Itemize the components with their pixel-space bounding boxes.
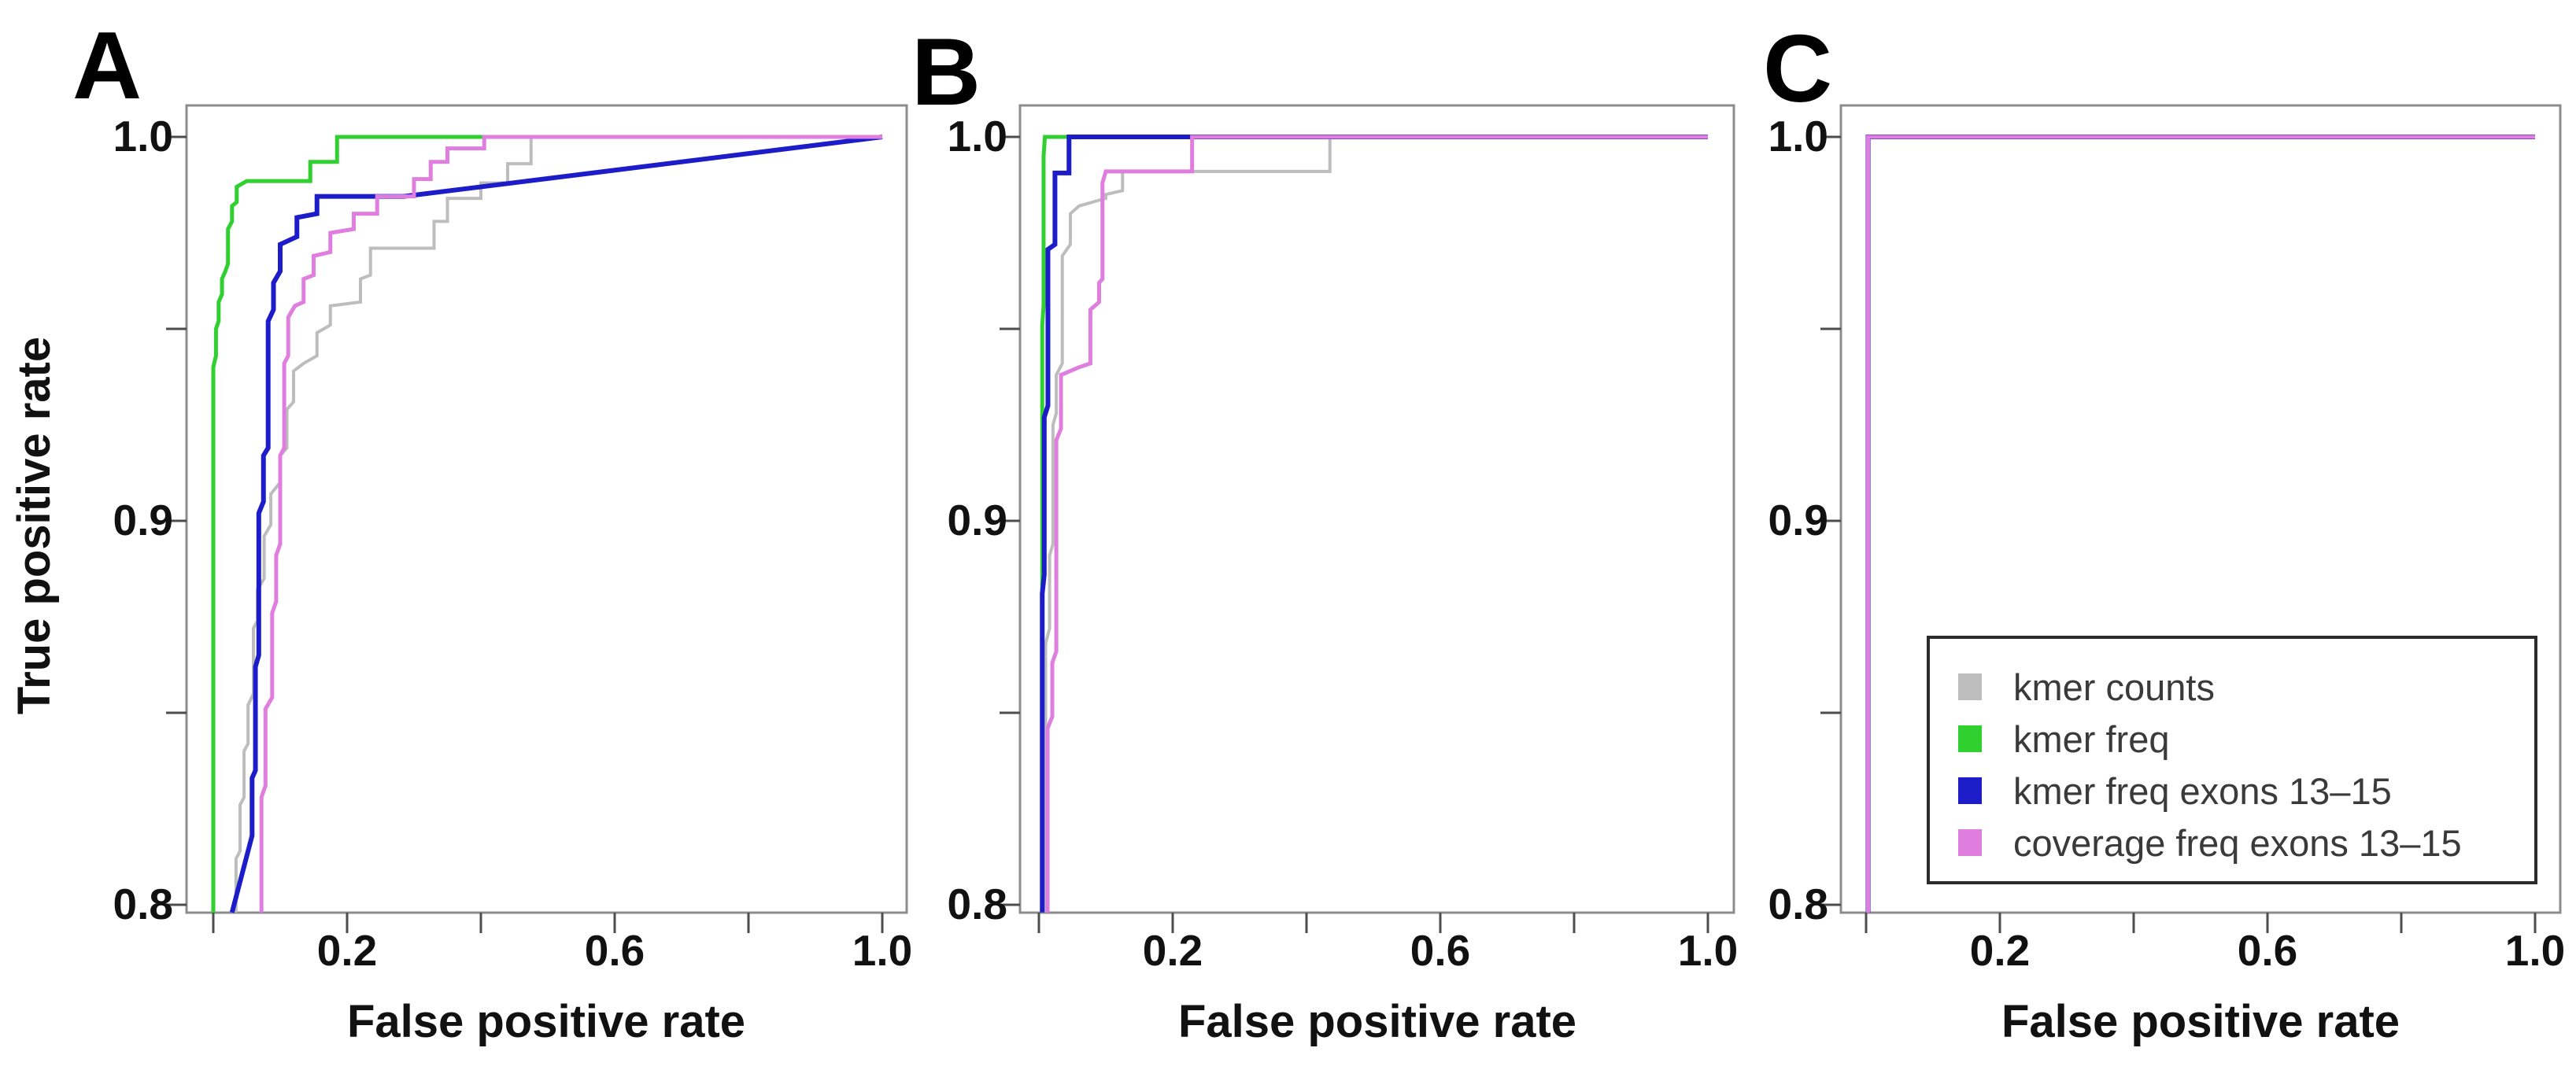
panel-c-xtick-1.0: 1.0 [2504, 926, 2566, 975]
legend-swatch-kmer-freq-exons [1958, 777, 1982, 804]
panel-a-xtick-0.2: 0.2 [316, 926, 378, 975]
panel-a-xtick-0.6: 0.6 [584, 926, 645, 975]
panel-a-xtick-1.0: 1.0 [852, 926, 913, 975]
legend-swatch-kmer-freq [1958, 725, 1982, 752]
y-axis-title: True positive rate [9, 336, 60, 715]
legend-item-kmer-freq: kmer freq [1958, 713, 2534, 765]
legend-label: kmer freq exons 13–15 [2013, 769, 2392, 812]
panel-a-ytick-1.0: 1.0 [113, 112, 173, 160]
legend-label: kmer freq [2013, 718, 2170, 760]
legend-label: coverage freq exons 13–15 [2013, 821, 2462, 864]
panel-c-letter: C [1763, 15, 1833, 122]
panel-b-letter: B [911, 18, 981, 125]
panel-a-ytick-0.8: 0.8 [113, 880, 173, 928]
panel-c-x-axis-title: False positive rate [2001, 996, 2400, 1047]
panel-a-x-axis-title: False positive rate [346, 996, 746, 1047]
panel-b-ytick-0.8: 0.8 [947, 880, 1007, 928]
legend-item-coverage-freq-exons: coverage freq exons 13–15 [1958, 817, 2534, 869]
panel-b-ytick-1.0: 1.0 [947, 112, 1007, 160]
panel-b-x-axis-title: False positive rate [1177, 996, 1577, 1047]
legend: kmer counts kmer freq kmer freq exons 13… [1927, 636, 2537, 884]
panel-c-ytick-0.8: 0.8 [1768, 880, 1828, 928]
legend-swatch-coverage-freq-exons [1958, 829, 1982, 856]
panel-b-ytick-0.9: 0.9 [947, 496, 1007, 544]
panel-b-xtick-0.2: 0.2 [1142, 926, 1203, 975]
legend-item-kmer-counts: kmer counts [1958, 661, 2534, 713]
panel-a-letter: A [72, 12, 142, 119]
panel-c-ytick-0.9: 0.9 [1768, 496, 1828, 544]
legend-item-kmer-freq-exons: kmer freq exons 13–15 [1958, 765, 2534, 817]
panel-a-ytick-0.9: 0.9 [113, 496, 173, 544]
panel-b-xtick-1.0: 1.0 [1677, 926, 1739, 975]
panel-c-ytick-1.0: 1.0 [1768, 112, 1828, 160]
legend-swatch-kmer-counts [1958, 673, 1982, 700]
panel-c-xtick-0.6: 0.6 [2237, 926, 2298, 975]
legend-label: kmer counts [2013, 666, 2215, 708]
panel-c-xtick-0.2: 0.2 [1969, 926, 2031, 975]
panel-b-xtick-0.6: 0.6 [1410, 926, 1471, 975]
